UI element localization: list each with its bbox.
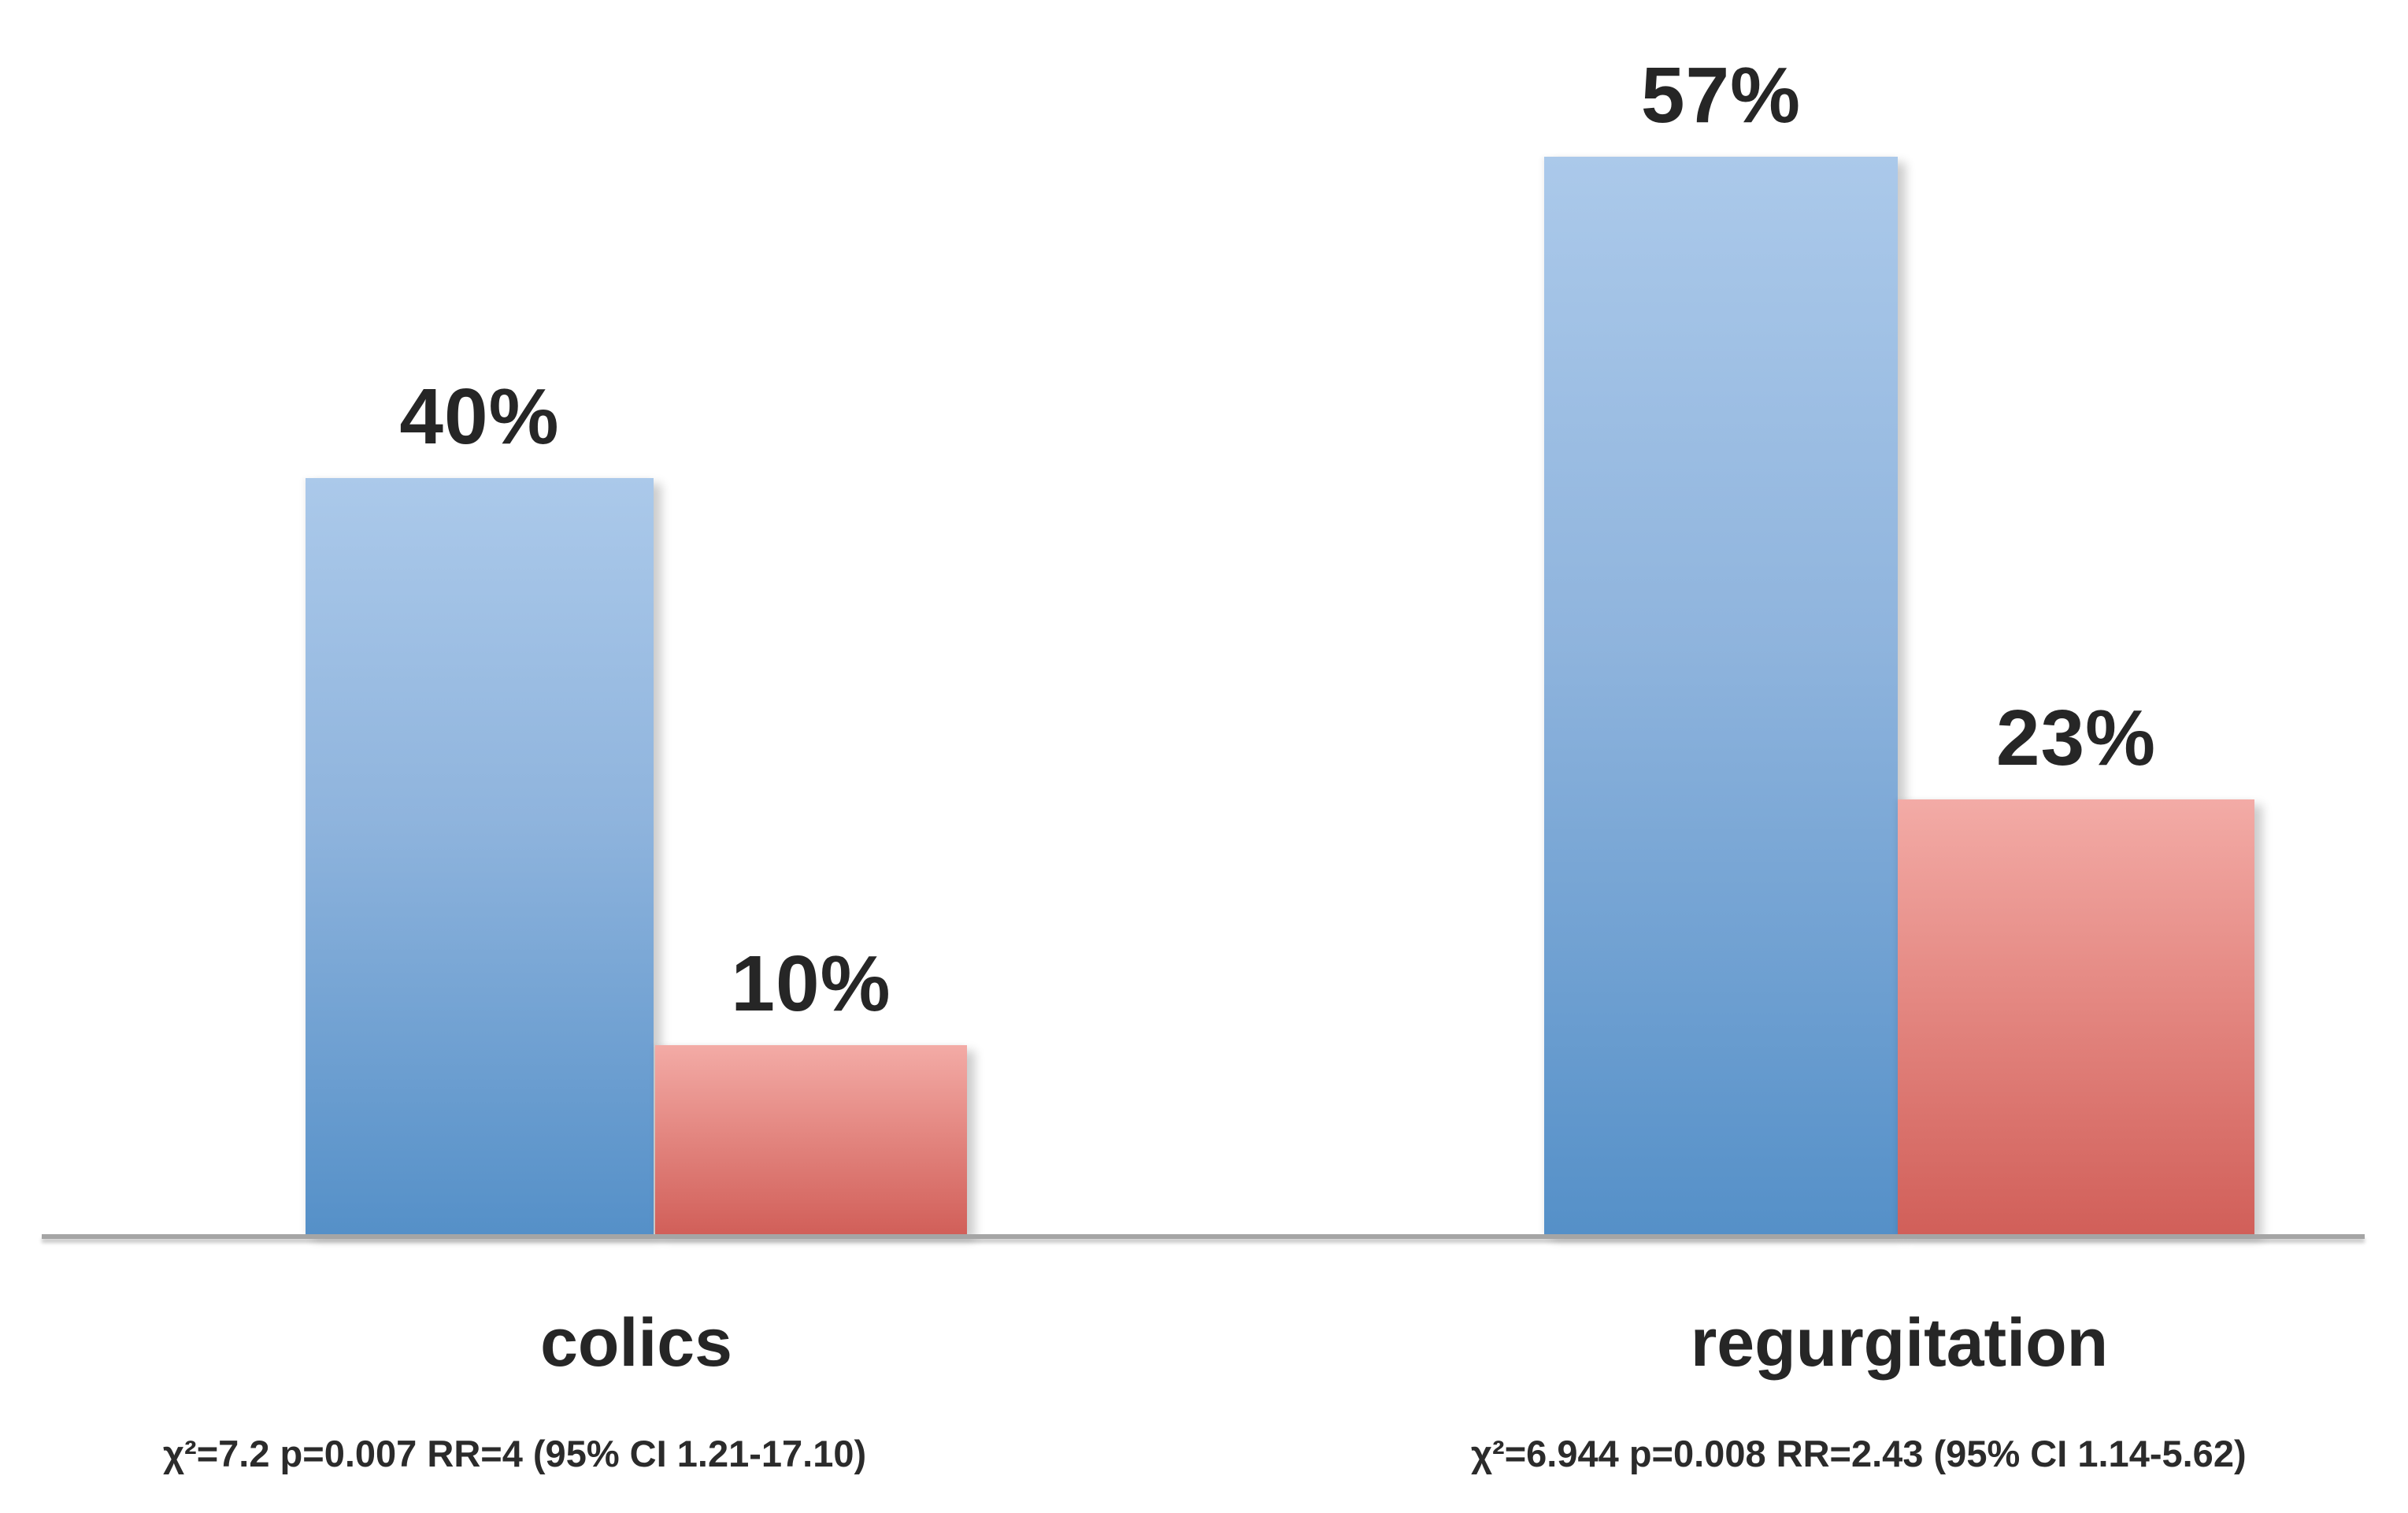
x-axis-line [42,1234,2365,1239]
bar-colics-blue [306,478,654,1234]
bar-regurgitation-blue [1544,157,1898,1234]
value-label-regurgitation-blue: 57% [1640,51,1802,139]
value-label-regurgitation-red: 23% [1995,694,2157,782]
category-label-regurgitation: regurgitation [1690,1305,2109,1381]
bar-column-regurgitation-blue: 57% [1544,56,1898,1234]
bar-colics-red [655,1045,967,1234]
value-label-colics-blue: 40% [399,373,560,461]
bar-column-colics-blue: 40% [306,377,654,1234]
bar-regurgitation-red [1898,799,2254,1234]
stats-annotation-colics: χ²=7.2 p=0.007 RR=4 (95% CI 1.21-17.10) [163,1433,867,1474]
bar-column-colics-red: 10% [655,944,967,1234]
category-label-colics: colics [540,1305,732,1381]
bar-column-regurgitation-red: 23% [1898,699,2254,1234]
value-label-colics-red: 10% [731,940,891,1028]
stats-annotation-regurgitation: χ²=6.944 p=0.008 RR=2.43 (95% CI 1.14-5.… [1471,1433,2247,1474]
